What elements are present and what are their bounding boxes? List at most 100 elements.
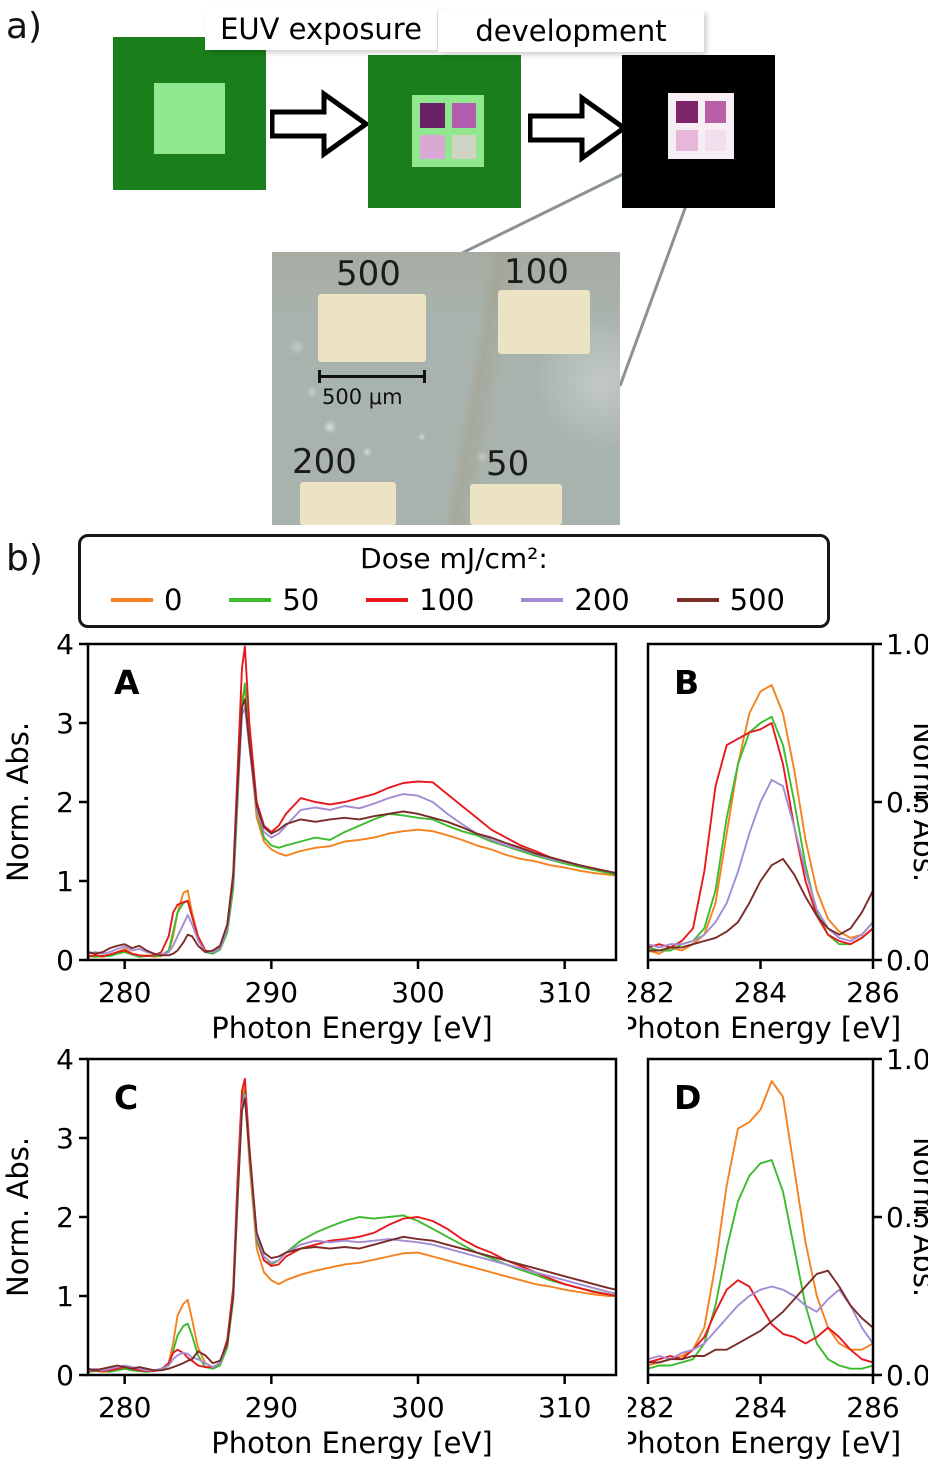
svg-text:Photon Energy [eV]: Photon Energy [eV]	[211, 1011, 492, 1045]
svg-text:Photon Energy [eV]: Photon Energy [eV]	[628, 1426, 901, 1460]
developed-wafer	[622, 55, 775, 208]
legend-items: 0 50 100 200 500	[81, 575, 827, 617]
svg-text:282: 282	[628, 1391, 675, 1424]
svg-text:1.0: 1.0	[886, 1045, 928, 1076]
pad-dose-label: 50	[486, 444, 530, 484]
svg-text:284: 284	[734, 976, 787, 1009]
svg-text:Norm. Abs.: Norm. Abs.	[907, 722, 928, 882]
svg-text:282: 282	[628, 976, 675, 1009]
svg-text:280: 280	[98, 1391, 151, 1424]
svg-text:286: 286	[846, 976, 899, 1009]
pad-dose-label: 200	[292, 442, 357, 482]
legend-line-swatch	[521, 598, 564, 602]
svg-text:284: 284	[734, 1391, 787, 1424]
svg-text:Photon Energy [eV]: Photon Energy [eV]	[628, 1011, 901, 1045]
legend-line-swatch	[676, 598, 719, 602]
exposed-resist-area	[412, 95, 484, 167]
developed-square-500	[676, 101, 698, 123]
resist-pad-500	[318, 294, 426, 362]
scale-bar	[318, 370, 426, 383]
resist-area	[154, 83, 225, 154]
svg-text:Norm. Abs.: Norm. Abs.	[907, 1137, 928, 1297]
developed-square-200	[676, 129, 698, 151]
step-label-euv-exposure: EUV exposure	[205, 8, 437, 50]
svg-text:1: 1	[56, 1280, 74, 1313]
developed-resist-area	[668, 93, 734, 159]
svg-text:286: 286	[846, 1391, 899, 1424]
svg-text:0.5: 0.5	[886, 786, 928, 819]
process-arrow-icon	[528, 93, 628, 163]
panel-a-label: a)	[6, 6, 43, 47]
legend-title: Dose mJ/cm²:	[360, 542, 548, 575]
svg-text:300: 300	[391, 976, 444, 1009]
developed-square-50	[704, 129, 726, 151]
panel-b-label: b)	[6, 538, 43, 579]
legend-item-label: 100	[419, 583, 475, 617]
svg-text:Photon Energy [eV]: Photon Energy [eV]	[211, 1426, 492, 1460]
pad-dose-label: 500	[336, 254, 401, 294]
optical-micrograph: 500 100 200 50 500 μm	[272, 252, 620, 525]
svg-text:2: 2	[56, 1201, 74, 1234]
svg-text:280: 280	[98, 976, 151, 1009]
svg-text:1: 1	[56, 865, 74, 898]
process-arrow-icon	[270, 89, 370, 159]
legend-line-swatch	[229, 598, 272, 602]
pad-dose-label: 100	[504, 252, 569, 292]
legend-item-label: 0	[164, 583, 183, 617]
dose-square-200	[420, 134, 445, 159]
svg-text:2: 2	[56, 786, 74, 819]
svg-text:0.5: 0.5	[886, 1201, 928, 1234]
svg-text:Norm. Abs.: Norm. Abs.	[2, 1137, 35, 1297]
legend-line-swatch	[111, 598, 153, 602]
svg-text:0.0: 0.0	[886, 1359, 928, 1392]
svg-text:4: 4	[56, 630, 74, 661]
dose-square-50	[451, 134, 476, 159]
svg-text:0: 0	[56, 1359, 74, 1392]
svg-text:300: 300	[391, 1391, 444, 1424]
svg-text:290: 290	[245, 1391, 298, 1424]
resist-pad-200	[300, 482, 396, 525]
legend-item: 500	[676, 583, 785, 617]
legend-item: 50	[229, 583, 319, 617]
resist-pad-50	[470, 484, 562, 525]
developed-square-100	[704, 101, 726, 123]
legend-item: 200	[521, 583, 630, 617]
legend-line-swatch	[366, 598, 409, 602]
svg-text:3: 3	[56, 1122, 74, 1155]
svg-text:0.0: 0.0	[886, 944, 928, 977]
legend-item: 100	[366, 583, 475, 617]
svg-text:B: B	[674, 663, 699, 702]
step-label-development: development	[438, 10, 704, 52]
dose-square-500	[420, 103, 445, 128]
panel-b: b) Dose mJ/cm²: 0 50 100 200	[0, 528, 928, 1468]
svg-text:290: 290	[245, 976, 298, 1009]
svg-text:C: C	[114, 1078, 138, 1117]
svg-text:4: 4	[56, 1045, 74, 1076]
svg-text:0: 0	[56, 944, 74, 977]
svg-text:310: 310	[538, 976, 591, 1009]
chart-A-nexafs: 280 290 300 310 0 1 2 3 4 Photon Energy [eV] Norm.…	[2, 630, 618, 1045]
arrow-shape	[270, 89, 370, 159]
panel-a: a)	[0, 0, 928, 530]
unexposed-film	[113, 37, 266, 190]
svg-text:Norm. Abs.: Norm. Abs.	[2, 722, 35, 882]
svg-text:D: D	[674, 1078, 701, 1117]
svg-text:310: 310	[538, 1391, 591, 1424]
arrow-shape	[528, 93, 628, 163]
resist-pad-100	[498, 290, 590, 354]
svg-text:1.0: 1.0	[886, 630, 928, 661]
legend-item: 0	[111, 583, 182, 617]
dose-square-100	[451, 103, 476, 128]
exposed-film	[368, 55, 521, 208]
scale-bar-label: 500 μm	[322, 385, 403, 409]
chart-C-nexafs: 280 290 300 310 0 1 2 3 4 Photon Energy [eV] Norm.…	[2, 1045, 618, 1460]
dose-legend: Dose mJ/cm²: 0 50 100 200	[78, 534, 830, 628]
svg-text:A: A	[114, 663, 140, 702]
legend-item-label: 200	[574, 583, 630, 617]
svg-text:3: 3	[56, 707, 74, 740]
legend-item-label: 50	[282, 583, 320, 617]
legend-item-label: 500	[729, 583, 785, 617]
